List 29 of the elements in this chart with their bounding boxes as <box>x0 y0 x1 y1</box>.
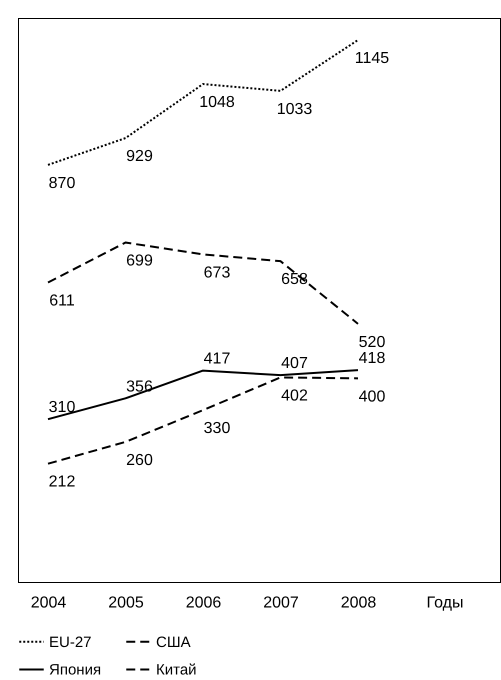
legend-label: Япония <box>49 662 102 678</box>
data-label: 658 <box>281 271 308 288</box>
data-label: 520 <box>358 334 386 351</box>
data-label: 310 <box>48 399 76 416</box>
data-label: 699 <box>126 252 153 270</box>
data-label: 212 <box>48 474 76 491</box>
data-label: 330 <box>204 420 230 438</box>
data-label: 1145 <box>354 50 390 67</box>
data-label: 1048 <box>199 94 235 112</box>
legend-label: США <box>156 634 191 651</box>
data-label: 402 <box>281 387 308 404</box>
legend-label: EU-27 <box>49 634 92 651</box>
data-label: 417 <box>204 350 230 368</box>
legend-label: Китай <box>156 662 197 678</box>
data-label: 260 <box>126 452 153 469</box>
data-label: 400 <box>358 388 386 406</box>
x-tick-label: 2008 <box>340 594 376 612</box>
data-label: 407 <box>281 355 308 372</box>
data-label: 673 <box>204 264 230 282</box>
x-tick-label: 2005 <box>108 594 144 612</box>
data-label: 929 <box>126 148 153 166</box>
x-tick-label: 2006 <box>186 594 222 612</box>
x-tick-label: 2004 <box>30 594 66 612</box>
data-label: 1033 <box>276 100 312 118</box>
data-label: 418 <box>358 350 386 368</box>
data-label: 870 <box>48 174 76 192</box>
data-label: 611 <box>49 292 75 310</box>
x-tick-label: 2007 <box>263 594 299 612</box>
x-axis-title: Годы <box>426 594 464 612</box>
